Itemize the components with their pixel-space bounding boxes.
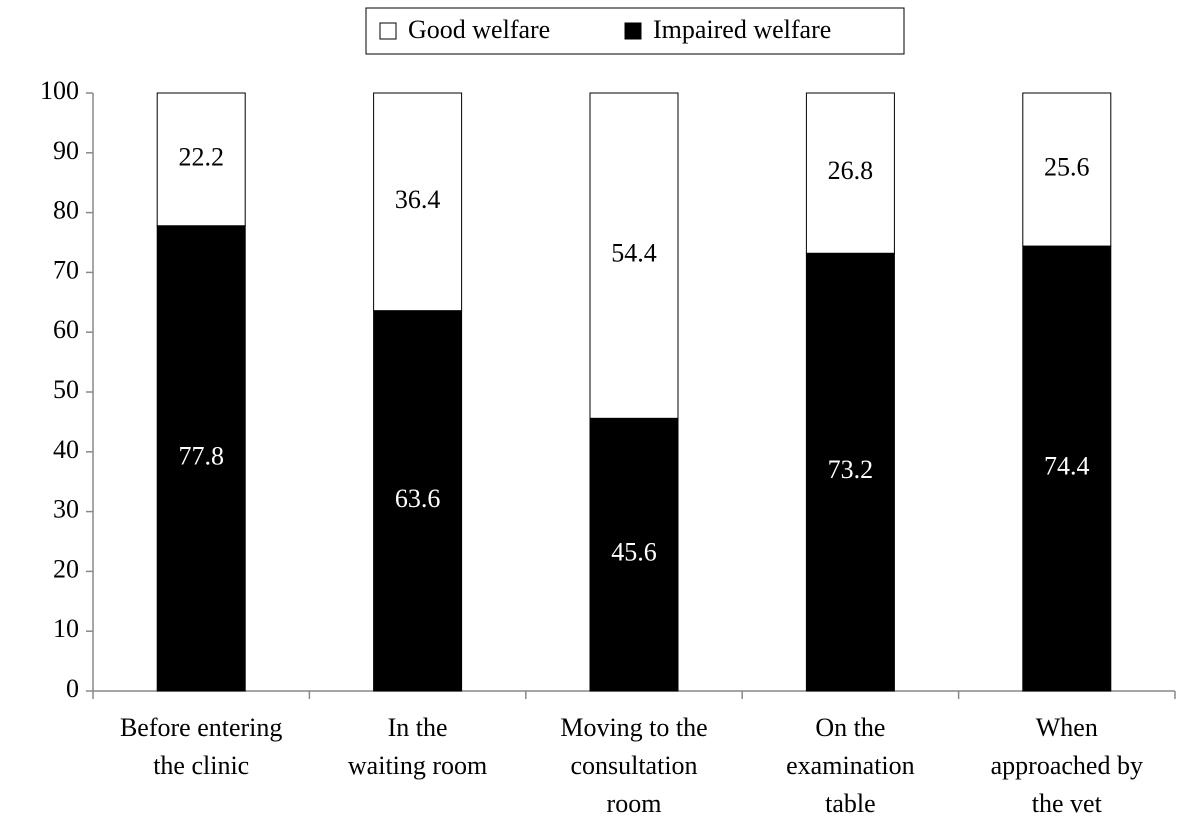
legend-swatch xyxy=(379,22,397,40)
bar-segment xyxy=(805,92,895,254)
bar-segment xyxy=(1022,92,1112,247)
value-label: 22.2 xyxy=(178,142,224,171)
value-label: 45.6 xyxy=(611,538,657,567)
y-tick-label: 10 xyxy=(53,614,79,643)
value-label: 26.8 xyxy=(828,156,874,185)
legend-frame xyxy=(365,7,905,55)
y-tick-label: 0 xyxy=(66,674,79,703)
y-tick-label: 60 xyxy=(53,315,79,344)
value-label: 63.6 xyxy=(395,484,441,513)
x-tick-label: When approached by the vet xyxy=(991,713,1143,818)
bar-segment xyxy=(156,92,246,227)
value-label: 77.8 xyxy=(178,441,224,470)
y-tick-label: 40 xyxy=(53,435,79,464)
value-label: 73.2 xyxy=(828,455,874,484)
bar-segment xyxy=(373,92,463,312)
bar-segment xyxy=(805,252,895,692)
x-tick-label: In the waiting room xyxy=(348,713,487,780)
x-tick-label: On the examination table xyxy=(786,713,915,818)
legend-label: Impaired welfare xyxy=(653,15,831,44)
y-tick-label: 20 xyxy=(53,554,79,583)
y-tick-label: 100 xyxy=(40,76,79,105)
y-tick-label: 70 xyxy=(53,255,79,284)
y-tick-label: 90 xyxy=(53,136,79,165)
value-label: 25.6 xyxy=(1044,153,1090,182)
y-tick-label: 80 xyxy=(53,196,79,225)
y-tick-label: 50 xyxy=(53,375,79,404)
bar-segment xyxy=(589,417,679,692)
bar-segment xyxy=(373,310,463,692)
value-label: 74.4 xyxy=(1044,452,1090,481)
y-tick-label: 30 xyxy=(53,495,79,524)
bar-segment xyxy=(156,225,246,692)
legend-swatch xyxy=(624,22,642,40)
value-label: 54.4 xyxy=(611,239,657,268)
x-tick-label: Before entering the clinic xyxy=(120,713,282,780)
bar-segment xyxy=(589,92,679,419)
legend-label: Good welfare xyxy=(408,15,550,44)
value-label: 36.4 xyxy=(395,185,441,214)
bar-segment xyxy=(1022,245,1112,692)
x-tick-label: Moving to the consultation room xyxy=(560,713,707,818)
